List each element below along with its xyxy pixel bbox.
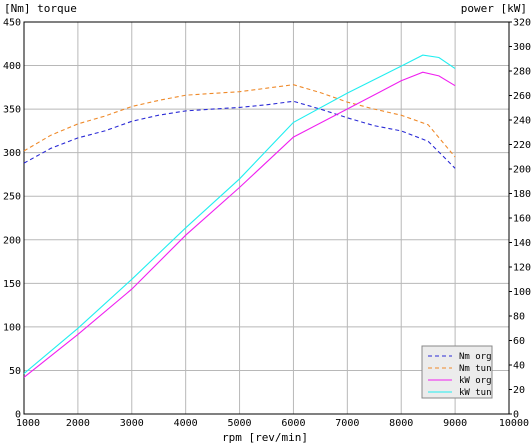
- x-tick-label: 3000: [120, 418, 144, 429]
- x-tick-label: 7000: [335, 418, 359, 429]
- legend-label: kW org: [459, 376, 492, 386]
- right-axis-title: power [kW]: [461, 2, 527, 15]
- series-line-nm-tun: [23, 84, 456, 158]
- right-tick-label: 100: [513, 287, 531, 298]
- legend-label: Nm org: [459, 352, 492, 362]
- right-tick-label: 200: [513, 165, 531, 176]
- right-tick-label: 180: [513, 189, 531, 200]
- left-tick-label: 150: [3, 279, 21, 290]
- right-tick-label: 240: [513, 116, 531, 127]
- x-tick-label: 6000: [281, 418, 305, 429]
- series-line-kw-tun: [23, 54, 456, 375]
- right-tick-label: 320: [513, 18, 531, 29]
- left-tick-label: 250: [3, 192, 21, 203]
- left-tick-label: 300: [3, 148, 21, 159]
- right-tick-label: 160: [513, 214, 531, 225]
- right-tick-label: 80: [513, 312, 525, 323]
- left-tick-label: 350: [3, 105, 21, 116]
- right-tick-label: 280: [513, 67, 531, 78]
- x-tick-label: 5000: [228, 418, 252, 429]
- left-tick-label: 100: [3, 322, 21, 333]
- right-tick-label: 120: [513, 263, 531, 274]
- series-line-nm-org: [23, 100, 456, 169]
- x-tick-label: 8000: [389, 418, 413, 429]
- legend-label: Nm tun: [459, 364, 492, 374]
- legend-box: [421, 345, 493, 399]
- x-tick-label: 1000: [16, 418, 40, 429]
- left-tick-label: 0: [15, 410, 21, 421]
- series-line-kw-org: [23, 71, 456, 378]
- x-tick-label: 4000: [174, 418, 198, 429]
- legend: Nm org Nm tun kW org kW tun: [421, 345, 493, 399]
- left-axis-title: [Nm] torque: [4, 2, 77, 15]
- legend-label: kW tun: [459, 388, 492, 398]
- right-tick-label: 60: [513, 336, 525, 347]
- right-tick-label: 20: [513, 385, 525, 396]
- left-tick-label: 450: [3, 18, 21, 29]
- series-lines: [23, 54, 456, 378]
- right-tick-label: 220: [513, 140, 531, 151]
- x-tick-label: 2000: [66, 418, 90, 429]
- left-tick-label: 50: [9, 366, 21, 377]
- x-tick-label: 10000: [499, 418, 529, 429]
- left-tick-label: 200: [3, 235, 21, 246]
- right-tick-label: 0: [513, 410, 519, 421]
- right-tick-label: 260: [513, 91, 531, 102]
- x-axis-title: rpm [rev/min]: [222, 431, 308, 444]
- right-tick-label: 40: [513, 361, 525, 372]
- tick-labels: 1000 2000 3000 4000 5000 6000 7000 8000 9000 1000…: [3, 18, 531, 430]
- right-tick-label: 140: [513, 238, 531, 249]
- x-tick-label: 9000: [443, 418, 467, 429]
- left-tick-label: 400: [3, 61, 21, 72]
- right-tick-label: 300: [513, 42, 531, 53]
